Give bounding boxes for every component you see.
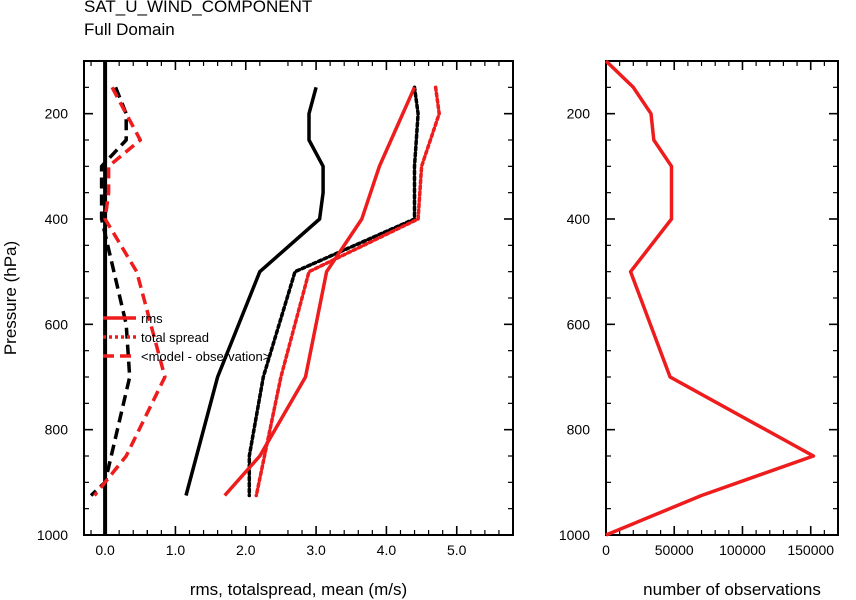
right-panel-ytick-label: 600 xyxy=(567,316,591,332)
right-panel-ytick-label: 200 xyxy=(567,106,591,122)
right-panel-ytick-label: 400 xyxy=(567,211,591,227)
left-panel-xtick-label: 5.0 xyxy=(447,542,467,558)
right-panel-xlabel: number of observations xyxy=(643,580,821,599)
left-panel-ytick-label: 400 xyxy=(45,211,69,227)
right-panel-xtick-label: 50000 xyxy=(655,542,694,558)
left-panel-series-black-dotted-line xyxy=(247,85,420,498)
left-panel-series-black-solid-line xyxy=(184,86,325,496)
right-panel-ytick-label: 1000 xyxy=(559,527,590,543)
right-panel-ytick-label: 800 xyxy=(567,422,591,438)
left-panel-ytick-label: 600 xyxy=(45,316,69,332)
left-panel-series-model-observation-line xyxy=(93,86,167,497)
left-panel-series-total-spread-line xyxy=(254,85,441,498)
left-panel-ytick-label: 800 xyxy=(45,422,69,438)
right-panel-xtick-label: 0 xyxy=(602,542,610,558)
left-panel-xlabel: rms, totalspread, mean (m/s) xyxy=(190,580,407,599)
left-panel-xtick-label: 1.0 xyxy=(166,542,186,558)
left-panel-frame xyxy=(83,60,514,536)
left-panel-xtick-label: 3.0 xyxy=(306,542,326,558)
left-panel-ytick-label: 1000 xyxy=(37,527,68,543)
left-panel-ytick-label: 200 xyxy=(45,106,69,122)
left-panel-xtick-label: 2.0 xyxy=(236,542,256,558)
chart-subtitle: Full Domain xyxy=(84,20,175,39)
left-panel-xtick-label: 4.0 xyxy=(377,542,397,558)
left-panel-ylabel: Pressure (hPa) xyxy=(1,241,20,355)
right-panel-xtick-label: 100000 xyxy=(719,542,766,558)
legend-label: total spread xyxy=(141,330,209,345)
legend-label: <model - observation> xyxy=(141,349,270,364)
left-panel-xtick-label: 0.0 xyxy=(95,542,115,558)
chart-title: SAT_U_WIND_COMPONENT xyxy=(84,0,313,16)
right-panel-series-red-solid-line xyxy=(604,59,816,537)
left-panel-series-black-dashed-line xyxy=(89,86,132,497)
right-panel-xtick-label: 150000 xyxy=(787,542,834,558)
legend-label: rms xyxy=(141,311,163,326)
left-panel-series-rms-line xyxy=(223,86,417,497)
